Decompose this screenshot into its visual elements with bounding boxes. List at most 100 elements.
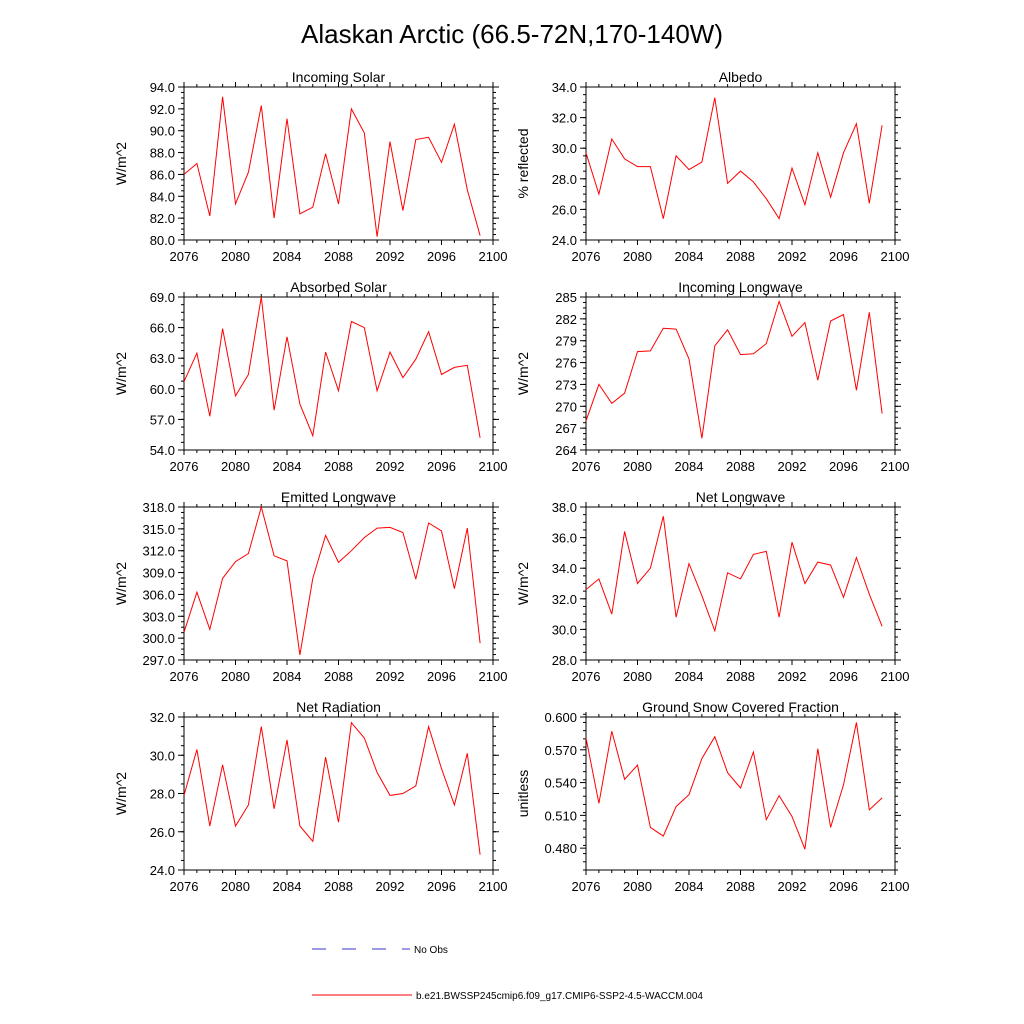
incoming-solar-xtick-label: 2076	[170, 249, 199, 264]
incoming-longwave-title: Incoming Longwave	[678, 279, 803, 295]
net-radiation-xtick-label: 2080	[221, 879, 250, 894]
ground-snow-covered-fraction-xtick-label: 2084	[675, 879, 704, 894]
net-longwave-ytick-label: 34.0	[552, 561, 577, 576]
albedo-series-line	[585, 97, 883, 220]
absorbed-solar-frame	[183, 296, 494, 451]
incoming-solar-xtick-label: 2100	[479, 249, 508, 264]
panel-incoming-solar: Incoming Solar W/m^2 2076 2080 2084 2088 2092 2…	[113, 69, 507, 264]
net-radiation-ytick-label: 26.0	[150, 825, 175, 840]
incoming-longwave-frame	[585, 296, 896, 451]
net-radiation-xtick-label: 2096	[427, 879, 456, 894]
net-longwave-xtick-label: 2088	[726, 669, 755, 684]
ground-snow-covered-fraction-ytick-label: 0.540	[544, 776, 577, 791]
net-radiation-ytick-label: 28.0	[150, 787, 175, 802]
incoming-longwave-ytick-label: 267	[555, 421, 577, 436]
albedo-ytick-label: 32.0	[552, 111, 577, 126]
albedo-xtick-label: 2084	[675, 249, 704, 264]
emitted-longwave-ytick-label: 300.0	[142, 631, 175, 646]
net-radiation-ytick-label: 24.0	[150, 863, 175, 878]
emitted-longwave-xtick-label: 2096	[427, 669, 456, 684]
absorbed-solar-xtick-label: 2096	[427, 459, 456, 474]
albedo-ytick-label: 34.0	[552, 80, 577, 95]
incoming-solar-xtick-label: 2092	[376, 249, 405, 264]
incoming-longwave-ytick-label: 276	[555, 356, 577, 371]
ground-snow-covered-fraction-xtick-label: 2076	[572, 879, 601, 894]
incoming-longwave-ylabel: W/m^2	[515, 352, 531, 395]
panel-emitted-longwave: Emitted Longwave W/m^2 2076 2080 2084 2088 209…	[113, 489, 507, 684]
net-longwave-ytick-label: 38.0	[552, 500, 577, 515]
net-radiation-ytick-label: 30.0	[150, 748, 175, 763]
emitted-longwave-xtick-label: 2080	[221, 669, 250, 684]
net-radiation-frame	[183, 716, 494, 871]
ground-snow-covered-fraction-ytick-label: 0.600	[544, 710, 577, 725]
net-longwave-xtick-label: 2080	[623, 669, 652, 684]
panel-absorbed-solar: Absorbed Solar W/m^2 2076 2080 2084 2088 2092 2…	[113, 279, 507, 474]
emitted-longwave-title: Emitted Longwave	[281, 489, 396, 505]
incoming-solar-ytick-label: 92.0	[150, 102, 175, 117]
absorbed-solar-title: Absorbed Solar	[290, 279, 387, 295]
emitted-longwave-frame	[183, 506, 494, 661]
incoming-longwave-xtick-label: 2100	[881, 459, 910, 474]
ground-snow-covered-fraction-xtick-label: 2080	[623, 879, 652, 894]
incoming-solar-ytick-label: 88.0	[150, 146, 175, 161]
panel-ground-snow-covered-fraction: Ground Snow Covered Fraction unitless 2076…	[515, 699, 909, 894]
net-longwave-xtick-label: 2092	[778, 669, 807, 684]
emitted-longwave-ytick-label: 315.0	[142, 522, 175, 537]
legend: No Obs b.e21.BWSSP245cmip6.f09_g17.CMIP6…	[312, 945, 703, 1002]
net-radiation-title: Net Radiation	[296, 699, 381, 715]
net-radiation-ytick-label: 32.0	[150, 710, 175, 725]
emitted-longwave-ytick-label: 297.0	[142, 653, 175, 668]
incoming-solar-ytick-label: 80.0	[150, 233, 175, 248]
incoming-solar-ytick-label: 82.0	[150, 211, 175, 226]
absorbed-solar-ytick-label: 57.0	[150, 412, 175, 427]
absorbed-solar-ytick-label: 54.0	[150, 443, 175, 458]
incoming-solar-ytick-label: 90.0	[150, 124, 175, 139]
albedo-ytick-label: 24.0	[552, 233, 577, 248]
albedo-xtick-label: 2088	[726, 249, 755, 264]
emitted-longwave-xtick-label: 2100	[479, 669, 508, 684]
albedo-ytick-label: 30.0	[552, 141, 577, 156]
net-longwave-xtick-label: 2100	[881, 669, 910, 684]
ground-snow-covered-fraction-title: Ground Snow Covered Fraction	[642, 699, 839, 715]
absorbed-solar-xtick-label: 2100	[479, 459, 508, 474]
incoming-longwave-xtick-label: 2080	[623, 459, 652, 474]
incoming-longwave-xtick-label: 2092	[778, 459, 807, 474]
absorbed-solar-ytick-label: 60.0	[150, 382, 175, 397]
albedo-ytick-label: 26.0	[552, 202, 577, 217]
ground-snow-covered-fraction-ytick-label: 0.480	[544, 841, 577, 856]
absorbed-solar-xtick-label: 2088	[324, 459, 353, 474]
incoming-longwave-ytick-label: 285	[555, 290, 577, 305]
net-radiation-xtick-label: 2076	[170, 879, 199, 894]
net-radiation-xtick-label: 2084	[273, 879, 302, 894]
figure-title: Alaskan Arctic (66.5-72N,170-140W)	[301, 19, 723, 49]
albedo-xtick-label: 2100	[881, 249, 910, 264]
incoming-longwave-xtick-label: 2076	[572, 459, 601, 474]
ground-snow-covered-fraction-ytick-label: 0.510	[544, 808, 577, 823]
emitted-longwave-ytick-label: 306.0	[142, 587, 175, 602]
net-longwave-ytick-label: 28.0	[552, 653, 577, 668]
absorbed-solar-xtick-label: 2076	[170, 459, 199, 474]
incoming-longwave-xtick-label: 2084	[675, 459, 704, 474]
incoming-longwave-xtick-label: 2096	[829, 459, 858, 474]
net-longwave-frame	[585, 506, 896, 661]
net-longwave-xtick-label: 2096	[829, 669, 858, 684]
emitted-longwave-ytick-label: 303.0	[142, 609, 175, 624]
emitted-longwave-xtick-label: 2076	[170, 669, 199, 684]
incoming-longwave-ytick-label: 270	[555, 399, 577, 414]
incoming-longwave-ytick-label: 273	[555, 377, 577, 392]
net-longwave-ytick-label: 30.0	[552, 622, 577, 637]
incoming-solar-ytick-label: 94.0	[150, 80, 175, 95]
albedo-xtick-label: 2092	[778, 249, 807, 264]
emitted-longwave-xtick-label: 2092	[376, 669, 405, 684]
incoming-solar-series-line	[183, 96, 481, 237]
incoming-solar-xtick-label: 2096	[427, 249, 456, 264]
net-longwave-ytick-label: 32.0	[552, 592, 577, 607]
ground-snow-covered-fraction-xtick-label: 2092	[778, 879, 807, 894]
incoming-solar-xtick-label: 2088	[324, 249, 353, 264]
ground-snow-covered-fraction-xtick-label: 2088	[726, 879, 755, 894]
legend-model-label: b.e21.BWSSP245cmip6.f09_g17.CMIP6-SSP2-4…	[416, 991, 703, 1002]
ground-snow-covered-fraction-ylabel: unitless	[515, 770, 531, 817]
ground-snow-covered-fraction-series-line	[585, 722, 883, 850]
panel-net-longwave: Net Longwave W/m^2 2076 2080 2084 2088 2092 209…	[515, 489, 909, 684]
albedo-xtick-label: 2080	[623, 249, 652, 264]
